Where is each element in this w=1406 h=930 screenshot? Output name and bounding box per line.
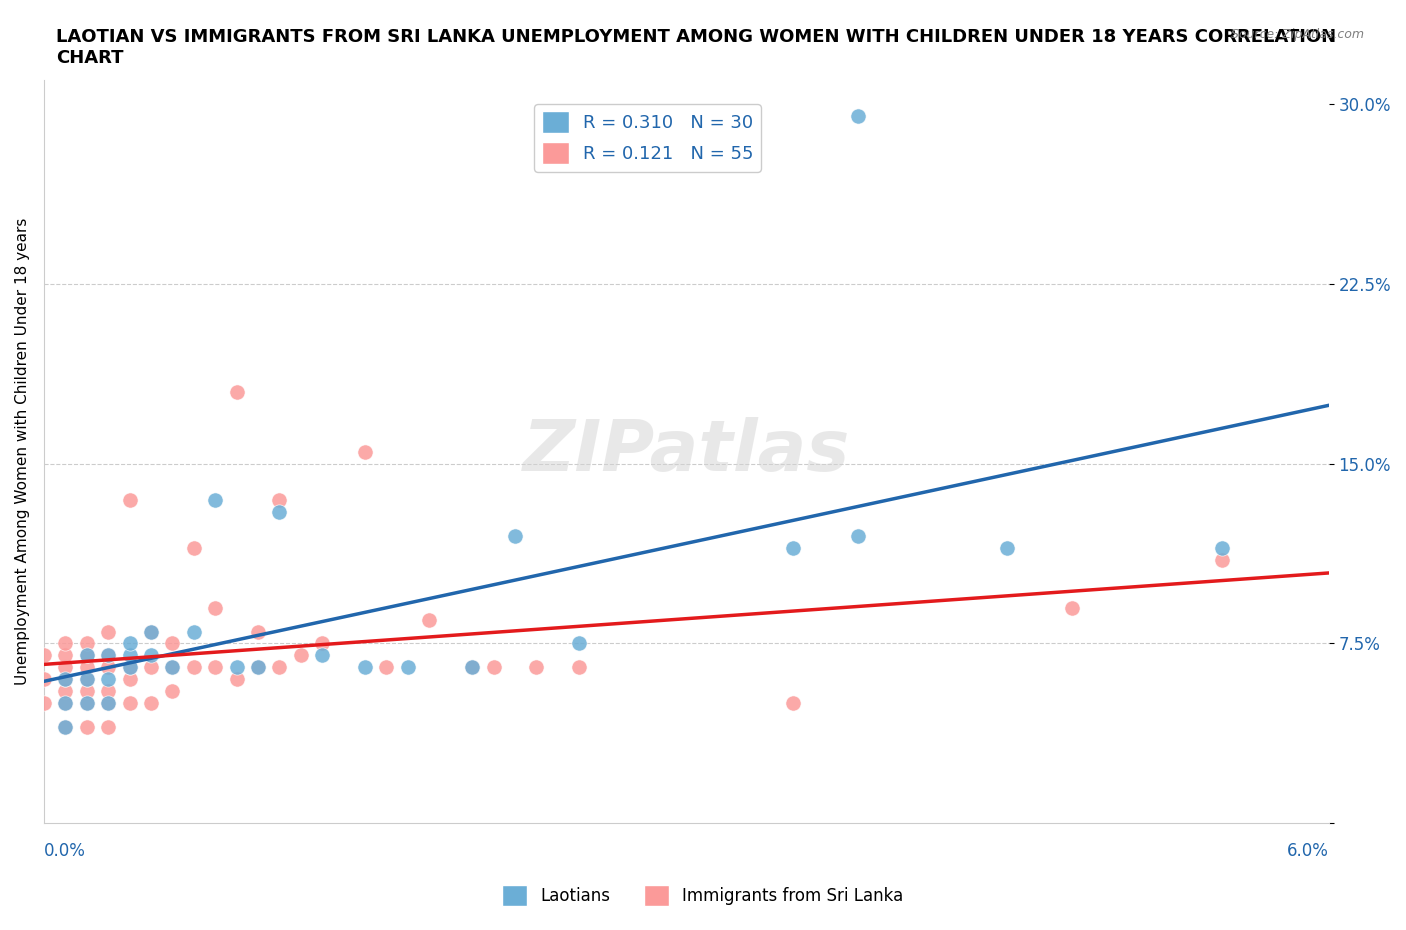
- Point: [118, 660, 141, 675]
- Point: [32, 648, 55, 663]
- Point: [139, 624, 162, 639]
- Point: [139, 648, 162, 663]
- Point: [290, 648, 312, 663]
- Point: [1060, 600, 1083, 615]
- Text: ZIPatlas: ZIPatlas: [523, 418, 851, 486]
- Point: [53, 684, 76, 698]
- Point: [1211, 540, 1233, 555]
- Point: [461, 660, 484, 675]
- Point: [32, 672, 55, 687]
- Point: [118, 636, 141, 651]
- Point: [76, 696, 98, 711]
- Point: [118, 660, 141, 675]
- Point: [183, 624, 205, 639]
- Point: [118, 492, 141, 507]
- Point: [53, 720, 76, 735]
- Y-axis label: Unemployment Among Women with Children Under 18 years: Unemployment Among Women with Children U…: [15, 218, 30, 685]
- Point: [76, 684, 98, 698]
- Point: [76, 648, 98, 663]
- Point: [997, 540, 1019, 555]
- Point: [97, 624, 120, 639]
- Point: [53, 696, 76, 711]
- Point: [139, 660, 162, 675]
- Point: [311, 636, 333, 651]
- Point: [97, 660, 120, 675]
- Point: [503, 528, 526, 543]
- Point: [76, 696, 98, 711]
- Point: [139, 624, 162, 639]
- Point: [782, 696, 804, 711]
- Point: [269, 504, 291, 519]
- Point: [97, 648, 120, 663]
- Point: [225, 384, 247, 399]
- Point: [568, 660, 591, 675]
- Point: [461, 660, 484, 675]
- Point: [76, 672, 98, 687]
- Point: [118, 648, 141, 663]
- Point: [247, 660, 270, 675]
- Point: [76, 660, 98, 675]
- Point: [53, 672, 76, 687]
- Point: [204, 492, 226, 507]
- Point: [183, 660, 205, 675]
- Point: [846, 528, 869, 543]
- Point: [97, 720, 120, 735]
- Point: [375, 660, 398, 675]
- Point: [53, 648, 76, 663]
- Point: [354, 660, 377, 675]
- Point: [846, 109, 869, 124]
- Point: [782, 540, 804, 555]
- Point: [225, 672, 247, 687]
- Point: [247, 660, 270, 675]
- Point: [418, 612, 440, 627]
- Point: [118, 696, 141, 711]
- Point: [524, 660, 547, 675]
- Point: [53, 696, 76, 711]
- Point: [482, 660, 505, 675]
- Point: [97, 696, 120, 711]
- Point: [53, 660, 76, 675]
- Text: 6.0%: 6.0%: [1286, 842, 1329, 860]
- Point: [225, 660, 247, 675]
- Point: [162, 660, 184, 675]
- Point: [76, 636, 98, 651]
- Text: LAOTIAN VS IMMIGRANTS FROM SRI LANKA UNEMPLOYMENT AMONG WOMEN WITH CHILDREN UNDE: LAOTIAN VS IMMIGRANTS FROM SRI LANKA UNE…: [56, 28, 1336, 67]
- Text: 0.0%: 0.0%: [44, 842, 86, 860]
- Text: Source: ZipAtlas.com: Source: ZipAtlas.com: [1230, 28, 1364, 41]
- Point: [204, 600, 226, 615]
- Point: [568, 636, 591, 651]
- Point: [53, 720, 76, 735]
- Point: [97, 696, 120, 711]
- Point: [162, 684, 184, 698]
- Point: [269, 492, 291, 507]
- Legend: R = 0.310   N = 30, R = 0.121   N = 55: R = 0.310 N = 30, R = 0.121 N = 55: [534, 104, 761, 171]
- Point: [76, 672, 98, 687]
- Point: [269, 660, 291, 675]
- Point: [204, 660, 226, 675]
- Point: [162, 660, 184, 675]
- Point: [311, 648, 333, 663]
- Point: [76, 720, 98, 735]
- Point: [139, 696, 162, 711]
- Point: [53, 672, 76, 687]
- Point: [53, 636, 76, 651]
- Point: [97, 648, 120, 663]
- Point: [396, 660, 419, 675]
- Point: [247, 624, 270, 639]
- Point: [32, 696, 55, 711]
- Point: [76, 648, 98, 663]
- Point: [97, 684, 120, 698]
- Legend: Laotians, Immigrants from Sri Lanka: Laotians, Immigrants from Sri Lanka: [496, 879, 910, 912]
- Point: [183, 540, 205, 555]
- Point: [118, 672, 141, 687]
- Point: [97, 672, 120, 687]
- Point: [162, 636, 184, 651]
- Point: [354, 445, 377, 459]
- Point: [1211, 552, 1233, 567]
